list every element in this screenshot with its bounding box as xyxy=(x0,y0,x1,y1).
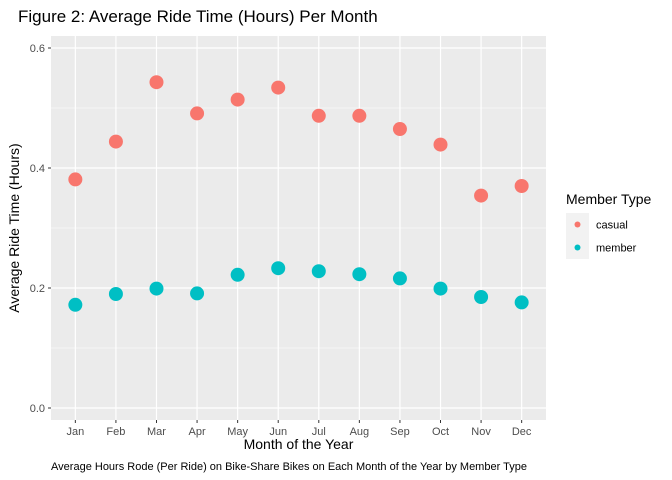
data-point-casual xyxy=(271,80,286,95)
x-tick-label: Nov xyxy=(471,426,491,438)
data-point-casual xyxy=(68,172,83,187)
y-tick-label: 0.2 xyxy=(30,283,45,295)
legend-label-member: member xyxy=(596,243,637,255)
data-point-member xyxy=(149,281,164,296)
data-point-casual xyxy=(311,108,326,123)
data-point-casual xyxy=(230,92,245,107)
data-point-casual xyxy=(433,137,448,152)
data-point-casual xyxy=(392,122,407,136)
x-tick-label: Aug xyxy=(350,426,370,438)
data-point-casual xyxy=(149,75,164,90)
y-tick-label: 0.6 xyxy=(30,43,45,55)
x-tick-label: Feb xyxy=(106,426,125,438)
data-point-member xyxy=(271,261,286,276)
x-tick-label: Mar xyxy=(147,426,166,438)
x-tick-label: May xyxy=(227,426,248,438)
data-point-member xyxy=(514,295,529,310)
data-point-member xyxy=(474,290,489,304)
data-point-casual xyxy=(474,188,489,203)
chart-title: Figure 2: Average Ride Time (Hours) Per … xyxy=(18,7,378,26)
data-point-casual xyxy=(514,179,529,193)
data-point-casual xyxy=(190,106,205,121)
data-point-member xyxy=(433,281,448,296)
y-tick-label: 0.4 xyxy=(30,163,45,175)
legend-title: Member Type xyxy=(566,191,652,207)
y-tick-label: 0.0 xyxy=(30,403,45,415)
x-axis-label: Month of the Year xyxy=(244,436,354,452)
legend-label-casual: casual xyxy=(596,220,628,232)
data-points xyxy=(68,75,529,312)
x-tick-label: Oct xyxy=(432,426,449,438)
data-point-member xyxy=(230,267,245,282)
x-tick-label: Jan xyxy=(66,426,84,438)
legend: Member Type casual member xyxy=(566,191,652,259)
data-point-member xyxy=(190,286,205,301)
data-point-member xyxy=(68,297,83,312)
x-tick-label: Jul xyxy=(312,426,326,438)
x-tick-label: Dec xyxy=(512,426,532,438)
data-point-casual xyxy=(108,134,123,149)
y-axis-label: Average Ride Time (Hours) xyxy=(6,143,22,312)
gridlines xyxy=(51,36,546,420)
data-point-member xyxy=(352,267,367,282)
chart-caption: Average Hours Rode (Per Ride) on Bike-Sh… xyxy=(51,461,527,473)
x-tick-label: Apr xyxy=(189,426,206,438)
legend-key-member xyxy=(574,244,581,251)
data-point-casual xyxy=(352,108,367,123)
axis-ticks: 0.0 0.2 0.4 0.6 Jan Feb Mar Apr May Jun Jul Aug Sep O… xyxy=(30,43,532,438)
data-point-member xyxy=(311,264,326,279)
x-tick-label: Jun xyxy=(269,426,287,438)
data-point-member xyxy=(392,271,407,286)
x-tick-label: Sep xyxy=(390,426,410,438)
data-point-member xyxy=(108,287,123,301)
legend-key-casual xyxy=(574,221,581,228)
